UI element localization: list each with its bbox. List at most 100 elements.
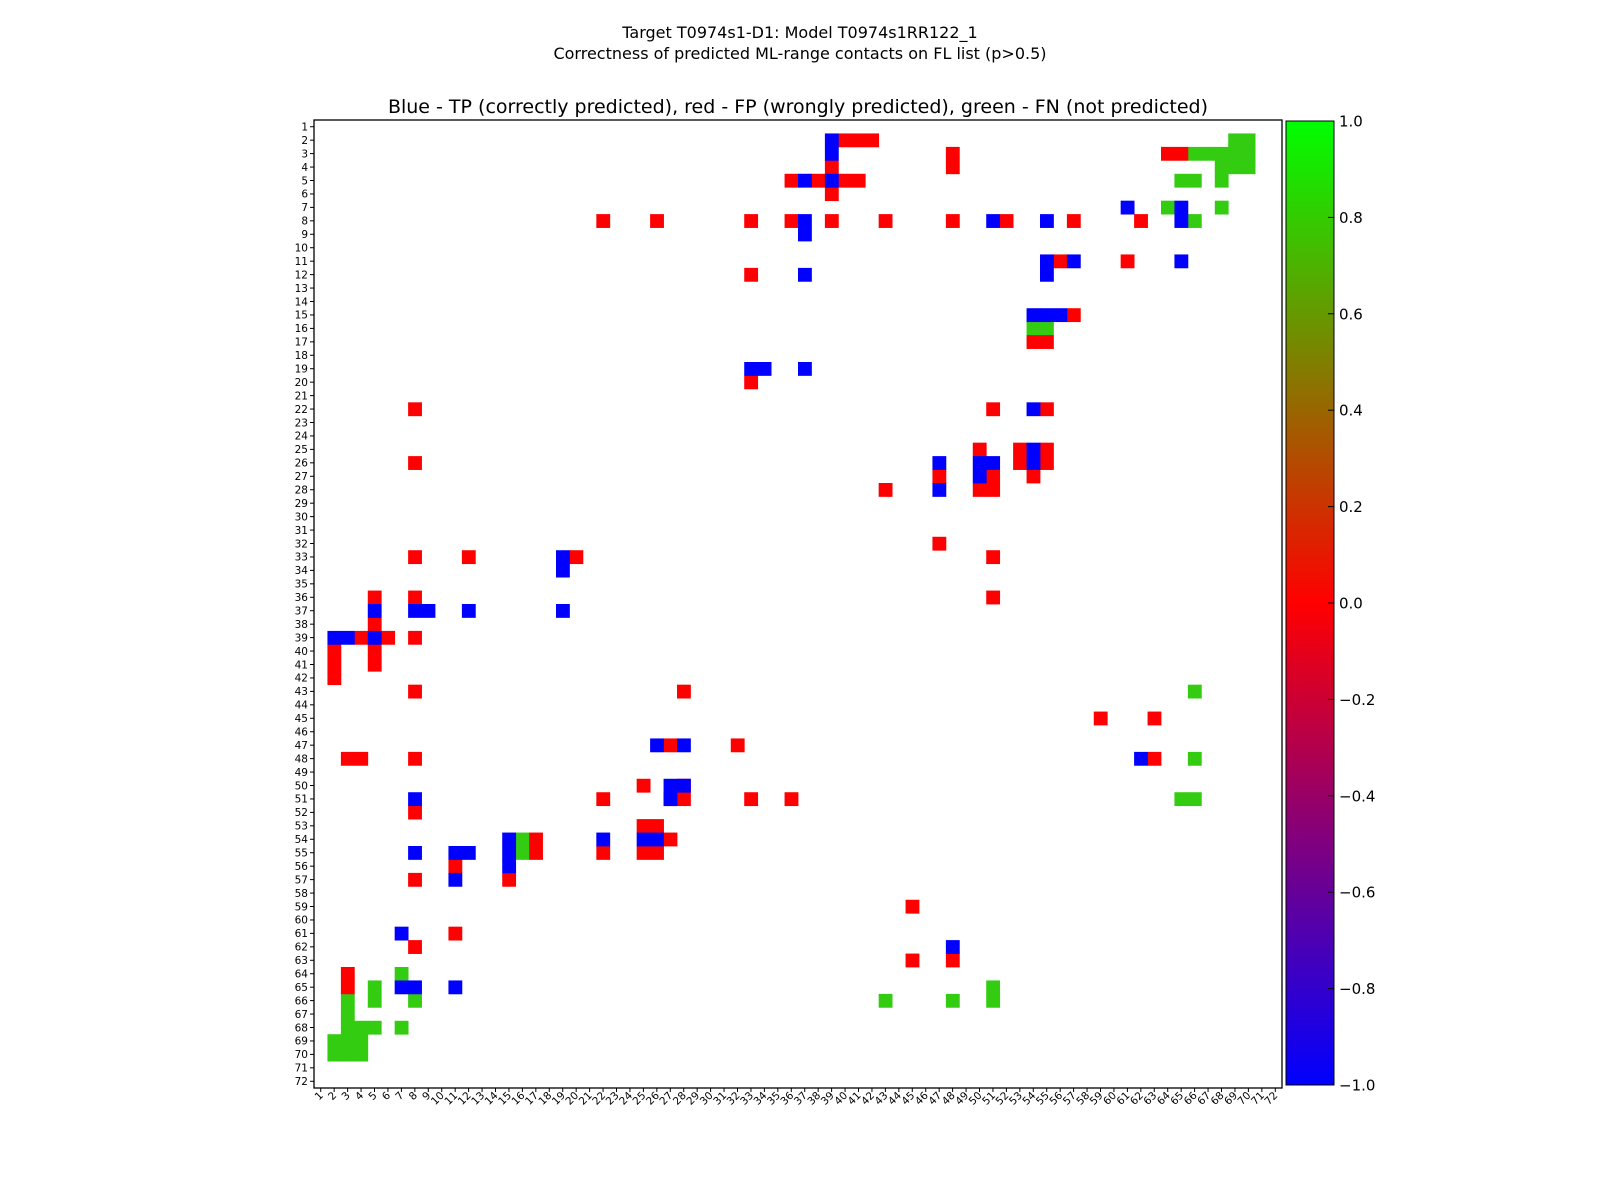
fp-cell bbox=[448, 926, 463, 941]
y-tick-label: 58 bbox=[295, 888, 308, 900]
fp-cell bbox=[972, 483, 987, 497]
fn-cell bbox=[367, 980, 382, 995]
y-tick-label: 8 bbox=[301, 216, 308, 228]
tp-cell bbox=[421, 604, 436, 618]
y-tick-label: 45 bbox=[295, 713, 308, 725]
fp-cell bbox=[1066, 214, 1081, 228]
fp-cell bbox=[999, 214, 1014, 228]
fn-cell bbox=[354, 1047, 369, 1062]
tp-cell bbox=[945, 940, 960, 954]
fp-cell bbox=[408, 684, 422, 699]
fp-cell bbox=[408, 630, 422, 645]
tp-cell bbox=[798, 173, 812, 188]
fn-cell bbox=[986, 980, 1001, 995]
fp-cell bbox=[986, 483, 1001, 497]
fp-cell bbox=[596, 214, 611, 228]
tp-cell bbox=[932, 483, 947, 497]
fp-cell bbox=[596, 846, 611, 860]
fn-cell bbox=[1161, 200, 1175, 215]
y-tick-label: 68 bbox=[295, 1022, 308, 1034]
colorbar-tick-label: 1.0 bbox=[1339, 113, 1363, 131]
fp-cell bbox=[1026, 469, 1041, 484]
fp-cell bbox=[367, 644, 382, 659]
tp-cell bbox=[1026, 402, 1041, 417]
y-tick-label: 29 bbox=[295, 498, 308, 510]
fp-cell bbox=[784, 792, 799, 807]
x-tick-label: 5 bbox=[366, 1090, 379, 1103]
fp-cell bbox=[367, 617, 382, 632]
fp-cell bbox=[824, 187, 839, 202]
fp-cell bbox=[1040, 402, 1054, 417]
y-tick-label: 66 bbox=[295, 995, 309, 1007]
y-tick-label: 43 bbox=[295, 686, 308, 698]
fp-cell bbox=[677, 792, 691, 807]
y-tick-label: 26 bbox=[295, 458, 309, 470]
fn-cell bbox=[340, 1047, 355, 1062]
x-tick-label: 7 bbox=[393, 1090, 406, 1103]
y-tick-label: 52 bbox=[295, 807, 308, 819]
x-tick-label: 1 bbox=[313, 1090, 326, 1103]
fp-cell bbox=[663, 738, 678, 753]
fp-cell bbox=[529, 846, 543, 860]
y-tick-label: 55 bbox=[295, 848, 308, 860]
y-tick-label: 16 bbox=[295, 323, 309, 335]
tp-cell bbox=[1066, 254, 1081, 269]
fp-cell bbox=[569, 550, 584, 565]
fp-cell bbox=[1120, 254, 1135, 269]
fp-cell bbox=[878, 483, 893, 497]
y-tick-label: 51 bbox=[295, 794, 308, 806]
y-tick-label: 20 bbox=[295, 377, 308, 389]
fp-cell bbox=[784, 173, 799, 188]
fp-cell bbox=[932, 469, 947, 484]
fp-cell bbox=[986, 402, 1001, 417]
y-tick-label: 33 bbox=[295, 552, 308, 564]
tp-cell bbox=[650, 832, 664, 847]
fn-cell bbox=[945, 993, 960, 1008]
fp-cell bbox=[327, 657, 342, 672]
fp-cell bbox=[340, 980, 355, 995]
fn-cell bbox=[394, 967, 409, 981]
tp-cell bbox=[972, 456, 987, 470]
fn-cell bbox=[340, 1034, 355, 1049]
tp-cell bbox=[1040, 308, 1054, 323]
tp-cell bbox=[502, 859, 517, 874]
tp-cell bbox=[798, 227, 812, 242]
y-tick-label: 13 bbox=[295, 283, 308, 295]
fn-cell bbox=[327, 1034, 342, 1049]
fp-cell bbox=[986, 469, 1001, 484]
y-tick-label: 42 bbox=[295, 673, 308, 685]
fp-cell bbox=[905, 953, 920, 968]
fn-cell bbox=[1201, 146, 1216, 161]
x-tick-label: 6 bbox=[380, 1089, 393, 1102]
fp-cell bbox=[905, 899, 920, 914]
y-tick-label: 7 bbox=[301, 202, 308, 214]
y-tick-label: 63 bbox=[295, 955, 308, 967]
y-tick-label: 11 bbox=[295, 256, 308, 268]
y-tick-label: 32 bbox=[295, 538, 308, 550]
tp-cell bbox=[744, 362, 759, 376]
y-tick-label: 57 bbox=[295, 874, 308, 886]
fp-cell bbox=[730, 738, 745, 753]
colorbar-tick-label: −0.8 bbox=[1339, 980, 1375, 998]
figure-title-line1: Target T0974s1-D1: Model T0974s1RR122_1 bbox=[621, 23, 977, 43]
y-tick-label: 50 bbox=[295, 780, 308, 792]
fn-cell bbox=[1174, 792, 1189, 807]
tp-cell bbox=[408, 604, 422, 618]
fp-cell bbox=[851, 173, 866, 188]
fp-cell bbox=[945, 953, 960, 968]
tp-cell bbox=[556, 604, 570, 618]
fn-cell bbox=[1026, 321, 1041, 336]
fp-cell bbox=[367, 657, 382, 672]
fp-cell bbox=[744, 792, 759, 807]
fp-cell bbox=[340, 967, 355, 981]
fp-cell bbox=[1161, 146, 1175, 161]
tp-cell bbox=[340, 630, 355, 645]
y-tick-label: 4 bbox=[301, 162, 308, 174]
y-tick-label: 27 bbox=[295, 471, 308, 483]
fp-cell bbox=[811, 173, 826, 188]
fp-cell bbox=[744, 375, 759, 390]
y-tick-label: 35 bbox=[295, 579, 308, 591]
y-tick-label: 71 bbox=[295, 1063, 308, 1075]
fp-cell bbox=[744, 214, 759, 228]
fn-cell bbox=[1187, 214, 1202, 228]
